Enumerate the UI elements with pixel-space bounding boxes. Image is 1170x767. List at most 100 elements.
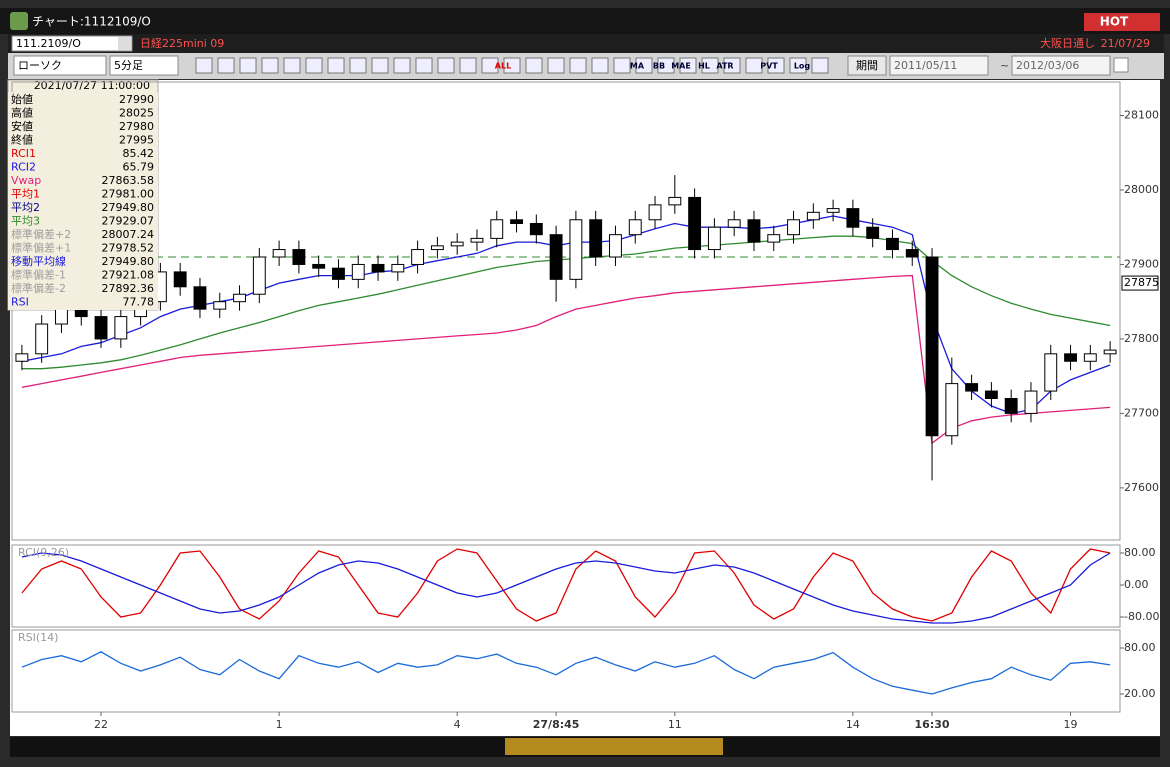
tool-icon[interactable] <box>349 57 367 74</box>
symbol-field[interactable] <box>11 35 133 52</box>
tool-icon[interactable] <box>525 57 543 74</box>
candle-body <box>371 263 385 273</box>
candle-body <box>430 245 444 251</box>
session: 大阪日通し <box>1040 36 1095 50</box>
tool-icon[interactable] <box>261 57 279 74</box>
info-value: 27980 <box>119 120 154 133</box>
tool-icon-label: MA <box>630 62 645 71</box>
tool-icon[interactable] <box>767 57 785 74</box>
panel-label: RCI(9,26) <box>18 546 69 559</box>
x-tick-label: 14 <box>846 718 860 731</box>
info-label: 標準偏差-1 <box>11 268 66 282</box>
info-value: 27978.52 <box>102 242 155 255</box>
info-value: 28007.24 <box>102 228 155 241</box>
tool-icon[interactable] <box>503 57 521 74</box>
info-label: 始値 <box>11 92 33 106</box>
tool-icon[interactable] <box>723 57 741 74</box>
info-label: 安値 <box>11 119 33 133</box>
tool-icon[interactable] <box>393 57 411 74</box>
info-label: 平均2 <box>11 201 40 214</box>
candle-body <box>1083 353 1097 362</box>
tool-icon[interactable] <box>371 57 389 74</box>
instrument-name: 日経225mini 09 <box>140 37 224 50</box>
tool-icon[interactable] <box>591 57 609 74</box>
candle-body <box>628 219 642 236</box>
x-tick-label: 4 <box>454 718 461 731</box>
info-value: 27990 <box>119 93 154 106</box>
style-select[interactable] <box>13 55 107 76</box>
info-label: 標準偏差-2 <box>11 281 66 295</box>
hot-button[interactable] <box>1084 13 1160 31</box>
app-icon <box>10 12 28 30</box>
checkbox[interactable] <box>1113 57 1129 73</box>
candle-body <box>727 219 741 228</box>
candle-body <box>193 286 207 310</box>
tool-icon[interactable] <box>217 57 235 74</box>
tool-icon[interactable] <box>415 57 433 74</box>
candle-body <box>965 383 979 392</box>
tool-icon[interactable] <box>327 57 345 74</box>
y-tick-label: 20.00 <box>1124 687 1156 700</box>
candle-body <box>787 219 800 236</box>
info-value: 27995 <box>119 134 154 147</box>
candle-body <box>35 323 49 355</box>
header-bar <box>8 34 1164 53</box>
tool-icon[interactable] <box>701 57 719 74</box>
tool-icon[interactable] <box>305 57 323 74</box>
from-date-field[interactable] <box>889 55 989 76</box>
candle-body <box>707 226 721 251</box>
info-label: 高値 <box>11 106 33 120</box>
tool-icon[interactable] <box>547 57 565 74</box>
candle-body <box>1064 353 1077 362</box>
info-label: 平均3 <box>11 215 40 228</box>
candle-body <box>767 234 781 243</box>
tool-icon-label: ALL <box>495 62 511 71</box>
period-label: 期間 <box>856 59 878 72</box>
x-tick-label: 16:30 <box>915 718 950 731</box>
info-value: 85.42 <box>123 147 155 160</box>
info-value: 27949.80 <box>102 201 155 214</box>
tool-icon[interactable] <box>613 57 631 74</box>
y-tick-label: 28000 <box>1124 183 1159 196</box>
tool-icon[interactable] <box>635 57 653 74</box>
y-tick-label: 80.00 <box>1124 641 1156 654</box>
info-label: RSI <box>11 296 29 309</box>
last-price-box <box>1121 275 1159 291</box>
scroll-thumb[interactable] <box>505 738 723 755</box>
y-tick-label: 28100 <box>1124 109 1159 122</box>
tool-icon[interactable] <box>679 57 697 74</box>
candle-body <box>529 222 543 236</box>
tool-icon[interactable] <box>239 57 257 74</box>
tool-icon[interactable] <box>437 57 455 74</box>
candle-body <box>55 308 68 325</box>
x-tick-label: 1 <box>276 718 283 731</box>
x-tick-label: 19 <box>1064 718 1078 731</box>
tool-icon[interactable] <box>811 57 829 74</box>
chart-style: ローソク <box>18 59 62 72</box>
candle-body <box>490 219 504 239</box>
candle-body <box>1024 390 1038 414</box>
period-button[interactable] <box>847 55 887 76</box>
to-date-field[interactable] <box>1011 55 1111 76</box>
y-tick-label: 27900 <box>1124 257 1159 270</box>
candle-body <box>589 219 603 258</box>
tool-icon[interactable] <box>745 57 763 74</box>
y-tick-label: -80.00 <box>1124 610 1159 623</box>
title-bar <box>0 8 1170 34</box>
tool-icon[interactable] <box>195 57 213 74</box>
dropdown-button[interactable] <box>118 37 131 50</box>
info-value: 27949.80 <box>102 255 155 268</box>
candle-body <box>312 263 326 269</box>
y-tick-label: 27800 <box>1124 332 1159 345</box>
tool-icon[interactable] <box>283 57 301 74</box>
interval-select[interactable] <box>109 55 179 76</box>
tool-icon[interactable] <box>481 57 499 74</box>
tool-icon[interactable] <box>569 57 587 74</box>
tool-icon[interactable] <box>789 57 807 74</box>
tool-icon[interactable] <box>657 57 675 74</box>
candle-body <box>668 196 682 206</box>
candle-body <box>945 383 959 437</box>
y-tick-label: 27700 <box>1124 406 1159 419</box>
tool-icon[interactable] <box>459 57 477 74</box>
chart-area <box>10 80 1160 736</box>
